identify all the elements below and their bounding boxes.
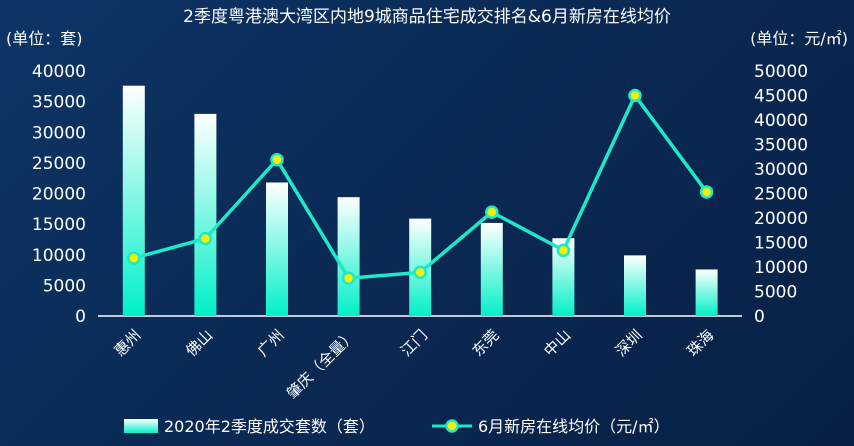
bar bbox=[122, 85, 145, 316]
legend: 2020年2季度成交套数（套） 6月新房在线均价（元/㎡） bbox=[124, 417, 670, 436]
right-tick-label: 25000 bbox=[754, 185, 808, 205]
line-point bbox=[699, 185, 714, 199]
left-tick-label: 35000 bbox=[32, 93, 86, 113]
right-axis-unit: (单位：元/㎡) bbox=[750, 29, 848, 48]
line-point bbox=[341, 271, 356, 286]
line-point bbox=[413, 265, 427, 280]
right-tick-label: 30000 bbox=[754, 160, 808, 180]
left-axis: 0 5000 10000 15000 20000 25000 30000 35000 40000 bbox=[32, 62, 86, 327]
right-axis: 0 5000 10000 15000 20000 25000 30000 35000 40000… bbox=[754, 62, 808, 327]
right-tick-label: 40000 bbox=[754, 111, 808, 131]
left-tick-label: 0 bbox=[75, 307, 86, 327]
left-tick-label: 25000 bbox=[32, 154, 86, 174]
x-tick-label: 惠州 bbox=[111, 326, 145, 360]
x-tick-label: 肇庆（全量） bbox=[283, 326, 359, 402]
x-tick-label: 东莞 bbox=[469, 326, 503, 360]
line-point bbox=[485, 205, 499, 219]
legend-bar-label: 2020年2季度成交套数（套） bbox=[164, 417, 375, 436]
x-tick-label: 深圳 bbox=[612, 326, 646, 360]
left-tick-label: 10000 bbox=[32, 246, 86, 266]
bar bbox=[624, 255, 646, 316]
bar bbox=[194, 113, 217, 316]
x-tick-label: 珠海 bbox=[683, 326, 717, 360]
line-point bbox=[628, 88, 642, 103]
right-tick-label: 50000 bbox=[754, 62, 808, 82]
left-tick-label: 5000 bbox=[43, 276, 86, 296]
left-tick-label: 40000 bbox=[32, 62, 86, 82]
bar bbox=[480, 222, 503, 316]
x-tick-label: 江门 bbox=[397, 326, 431, 360]
line-series bbox=[127, 88, 714, 286]
left-tick-label: 30000 bbox=[32, 123, 86, 143]
right-tick-label: 0 bbox=[754, 307, 765, 327]
x-tick-label: 广州 bbox=[254, 326, 288, 360]
left-tick-label: 15000 bbox=[32, 215, 86, 235]
legend-line-label: 6月新房在线均价（元/㎡） bbox=[478, 417, 670, 436]
left-axis-unit: (单位：套) bbox=[6, 29, 83, 48]
chart-title: 2季度粤港澳大湾区内地9城商品住宅成交排名&6月新房在线均价 bbox=[183, 7, 671, 27]
bar bbox=[266, 182, 288, 316]
legend-bar-swatch bbox=[124, 419, 158, 433]
bar bbox=[695, 269, 718, 316]
right-tick-label: 5000 bbox=[754, 283, 797, 303]
line-point bbox=[270, 152, 284, 167]
line-point bbox=[198, 231, 213, 246]
line-point bbox=[127, 251, 141, 265]
right-tick-label: 20000 bbox=[754, 209, 808, 229]
bar bbox=[337, 197, 360, 316]
x-tick-label: 佛山 bbox=[182, 326, 216, 360]
line-point bbox=[556, 243, 571, 258]
right-tick-label: 35000 bbox=[754, 136, 808, 156]
bar-series bbox=[122, 85, 718, 316]
right-tick-label: 45000 bbox=[754, 87, 808, 107]
bar bbox=[552, 238, 575, 316]
x-tick-label: 中山 bbox=[540, 326, 574, 360]
right-tick-label: 15000 bbox=[754, 234, 808, 254]
right-tick-label: 10000 bbox=[754, 258, 808, 278]
legend-line-marker bbox=[445, 419, 459, 433]
left-tick-label: 20000 bbox=[32, 185, 86, 205]
